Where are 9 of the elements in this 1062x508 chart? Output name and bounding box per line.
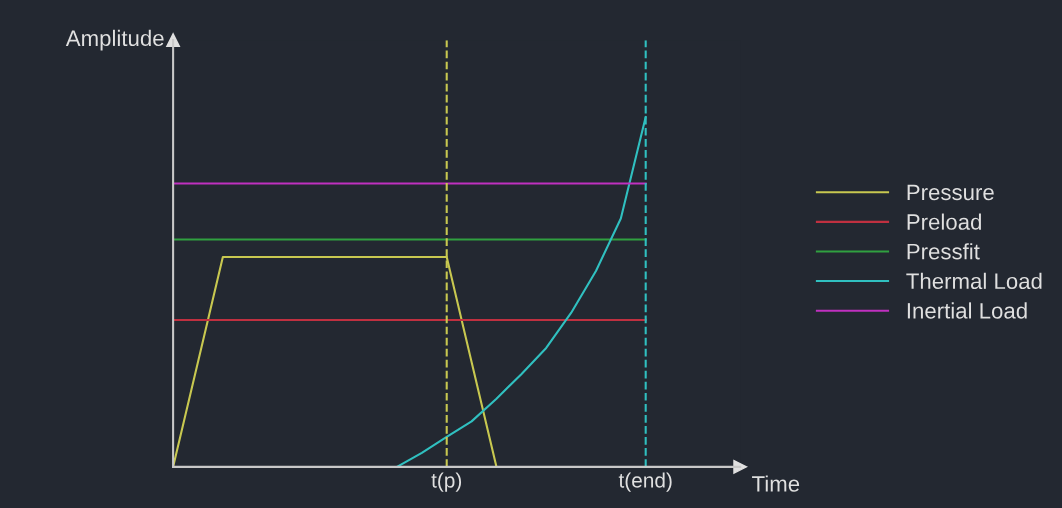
legend-label: Inertial Load [907,302,1027,319]
legend-label: Preload [907,213,981,230]
legend-label: Thermal Load [906,272,1042,290]
x-tick-label: t(p) [431,472,462,492]
y-axis-title: Amplitude [65,29,164,51]
legend-label: Pressure [907,184,994,201]
legend-label: Pressfit [907,243,980,260]
x-tick-label: t(end) [618,472,672,492]
x-axis-title: Time [752,475,800,492]
